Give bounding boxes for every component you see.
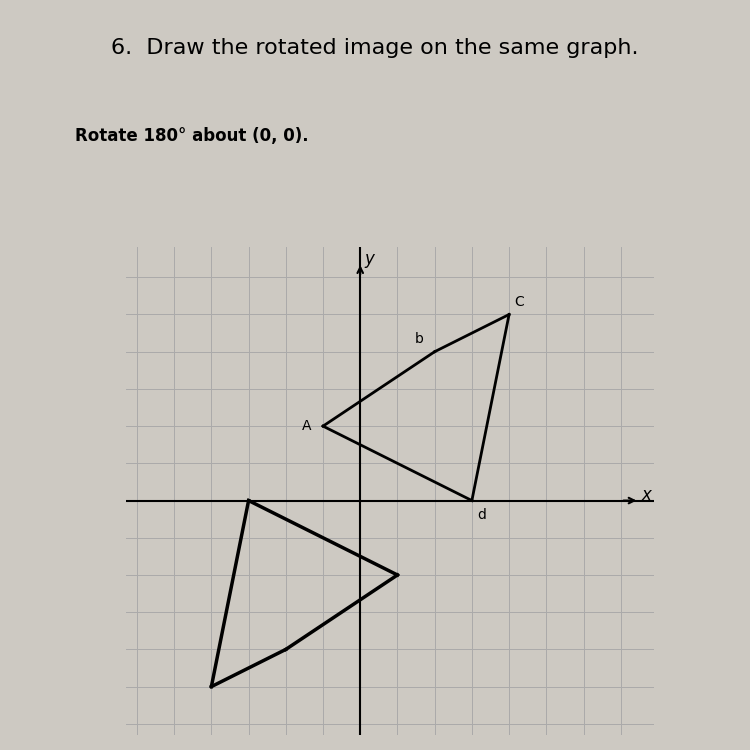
Text: Rotate 180° about (0, 0).: Rotate 180° about (0, 0). (75, 128, 309, 146)
Text: d: d (478, 508, 486, 522)
Text: y: y (364, 250, 374, 268)
Text: A: A (302, 419, 312, 434)
Text: b: b (415, 332, 424, 346)
Text: C: C (514, 295, 524, 309)
Text: 6.  Draw the rotated image on the same graph.: 6. Draw the rotated image on the same gr… (111, 38, 639, 58)
Text: x: x (642, 486, 652, 504)
